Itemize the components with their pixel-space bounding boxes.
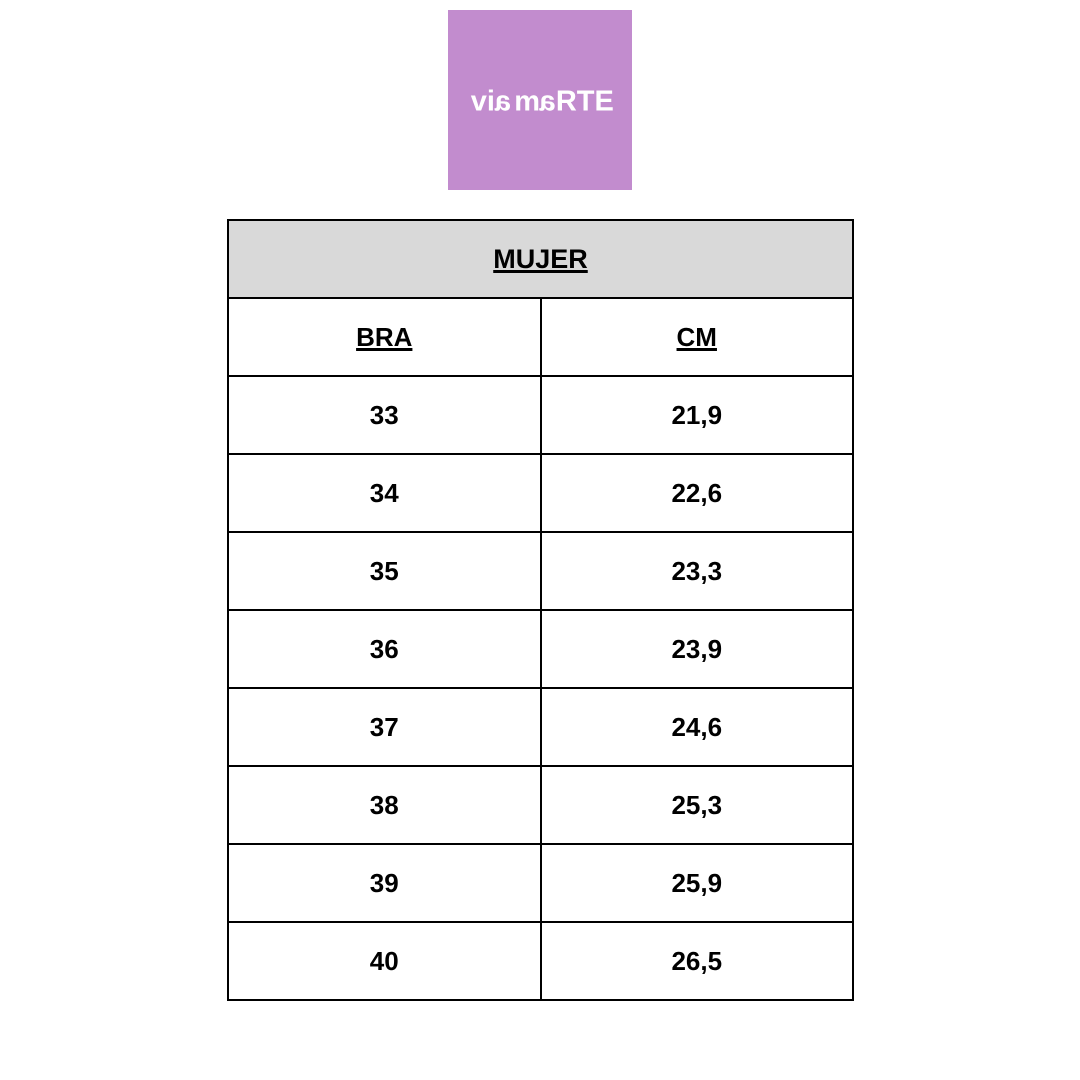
svg-text:a: a bbox=[538, 86, 555, 118]
svg-text:RTE: RTE bbox=[556, 86, 614, 118]
svg-text:m: m bbox=[514, 86, 540, 118]
svg-text:vi: vi bbox=[471, 86, 495, 118]
svg-text:a: a bbox=[494, 86, 511, 118]
